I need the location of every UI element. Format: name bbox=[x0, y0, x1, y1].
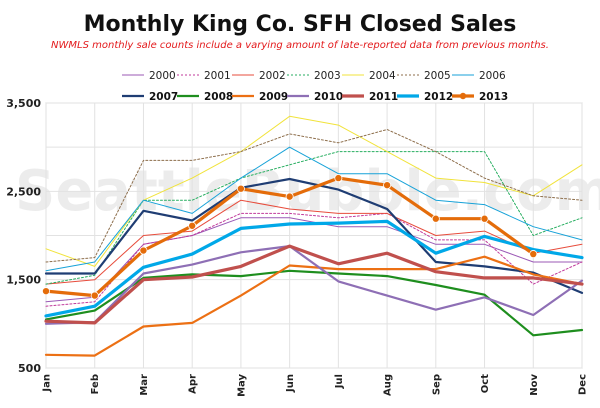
x-tick-label: Nov bbox=[529, 374, 540, 396]
x-tick-label: Mar bbox=[139, 374, 150, 396]
point-2013 bbox=[139, 246, 148, 255]
point-2013 bbox=[90, 291, 99, 300]
chart-title: Monthly King Co. SFH Closed Sales bbox=[84, 12, 517, 37]
series-line-2007 bbox=[44, 177, 584, 294]
point-2013 bbox=[383, 181, 392, 190]
legend-label-2001: 2001 bbox=[204, 70, 231, 82]
chart-subtitle: NWMLS monthly sale counts include a vary… bbox=[51, 40, 549, 51]
point-2013 bbox=[334, 174, 343, 183]
x-tick-label: Feb bbox=[90, 374, 101, 394]
legend-label-2013: 2013 bbox=[479, 91, 508, 103]
legend-label-2010: 2010 bbox=[314, 91, 343, 103]
legend-label-2003: 2003 bbox=[314, 70, 341, 82]
point-2013 bbox=[431, 214, 440, 223]
legend-label-2005: 2005 bbox=[424, 70, 451, 82]
x-tick-label: Jun bbox=[285, 374, 296, 393]
y-axis-ticks: 3,500 2,500 1,500 500 bbox=[6, 97, 41, 375]
x-tick-label: Sep bbox=[431, 374, 442, 395]
series-line-2005 bbox=[45, 129, 583, 263]
point-2013 bbox=[529, 250, 538, 259]
x-tick-label: Oct bbox=[480, 374, 491, 393]
point-2013 bbox=[236, 184, 245, 193]
legend-label-2009: 2009 bbox=[259, 91, 288, 103]
x-tick-label: May bbox=[236, 374, 247, 397]
legend-label-2008: 2008 bbox=[204, 91, 233, 103]
point-2013 bbox=[42, 287, 51, 296]
legend-label-2002: 2002 bbox=[259, 70, 286, 82]
x-tick-label: Jan bbox=[42, 374, 53, 393]
x-tick-label: Apr bbox=[188, 374, 199, 394]
series-line-2010 bbox=[44, 245, 584, 325]
y-tick-label: 500 bbox=[18, 362, 41, 375]
series-line-2008 bbox=[44, 269, 584, 337]
x-tick-label: Jul bbox=[334, 374, 345, 389]
x-tick-label: Dec bbox=[578, 374, 589, 395]
x-tick-label: Aug bbox=[383, 374, 394, 396]
series-line-2012 bbox=[44, 219, 584, 318]
series-line-2009 bbox=[44, 255, 584, 357]
legend-label-2000: 2000 bbox=[149, 70, 176, 82]
series-lines bbox=[42, 115, 584, 357]
legend-label-2007: 2007 bbox=[149, 91, 178, 103]
point-2013 bbox=[285, 192, 294, 201]
series-line-2002 bbox=[45, 199, 583, 285]
legend-label-2012: 2012 bbox=[424, 91, 453, 103]
legend: 2000 2001 2002 2003 2004 2005 2006 2007 2008 2009… bbox=[122, 70, 508, 103]
legend-label-2011: 2011 bbox=[369, 91, 398, 103]
y-tick-label: 3,500 bbox=[6, 97, 41, 110]
legend-label-2004: 2004 bbox=[369, 70, 396, 82]
point-2013 bbox=[480, 214, 489, 223]
series-line-2001 bbox=[45, 212, 583, 307]
grid bbox=[45, 102, 583, 369]
x-axis-ticks: Jan Feb Mar Apr May Jun Jul Aug Sep Oct Nov Dec bbox=[42, 374, 589, 397]
legend-label-2006: 2006 bbox=[479, 70, 506, 82]
series-line-2006 bbox=[45, 146, 583, 272]
series-line-2003 bbox=[45, 151, 583, 285]
y-tick-label: 2,500 bbox=[6, 185, 41, 198]
point-2013 bbox=[188, 221, 197, 230]
legend-marker-2013 bbox=[459, 92, 467, 100]
series-line-2011 bbox=[44, 244, 584, 325]
y-tick-label: 1,500 bbox=[6, 274, 41, 287]
